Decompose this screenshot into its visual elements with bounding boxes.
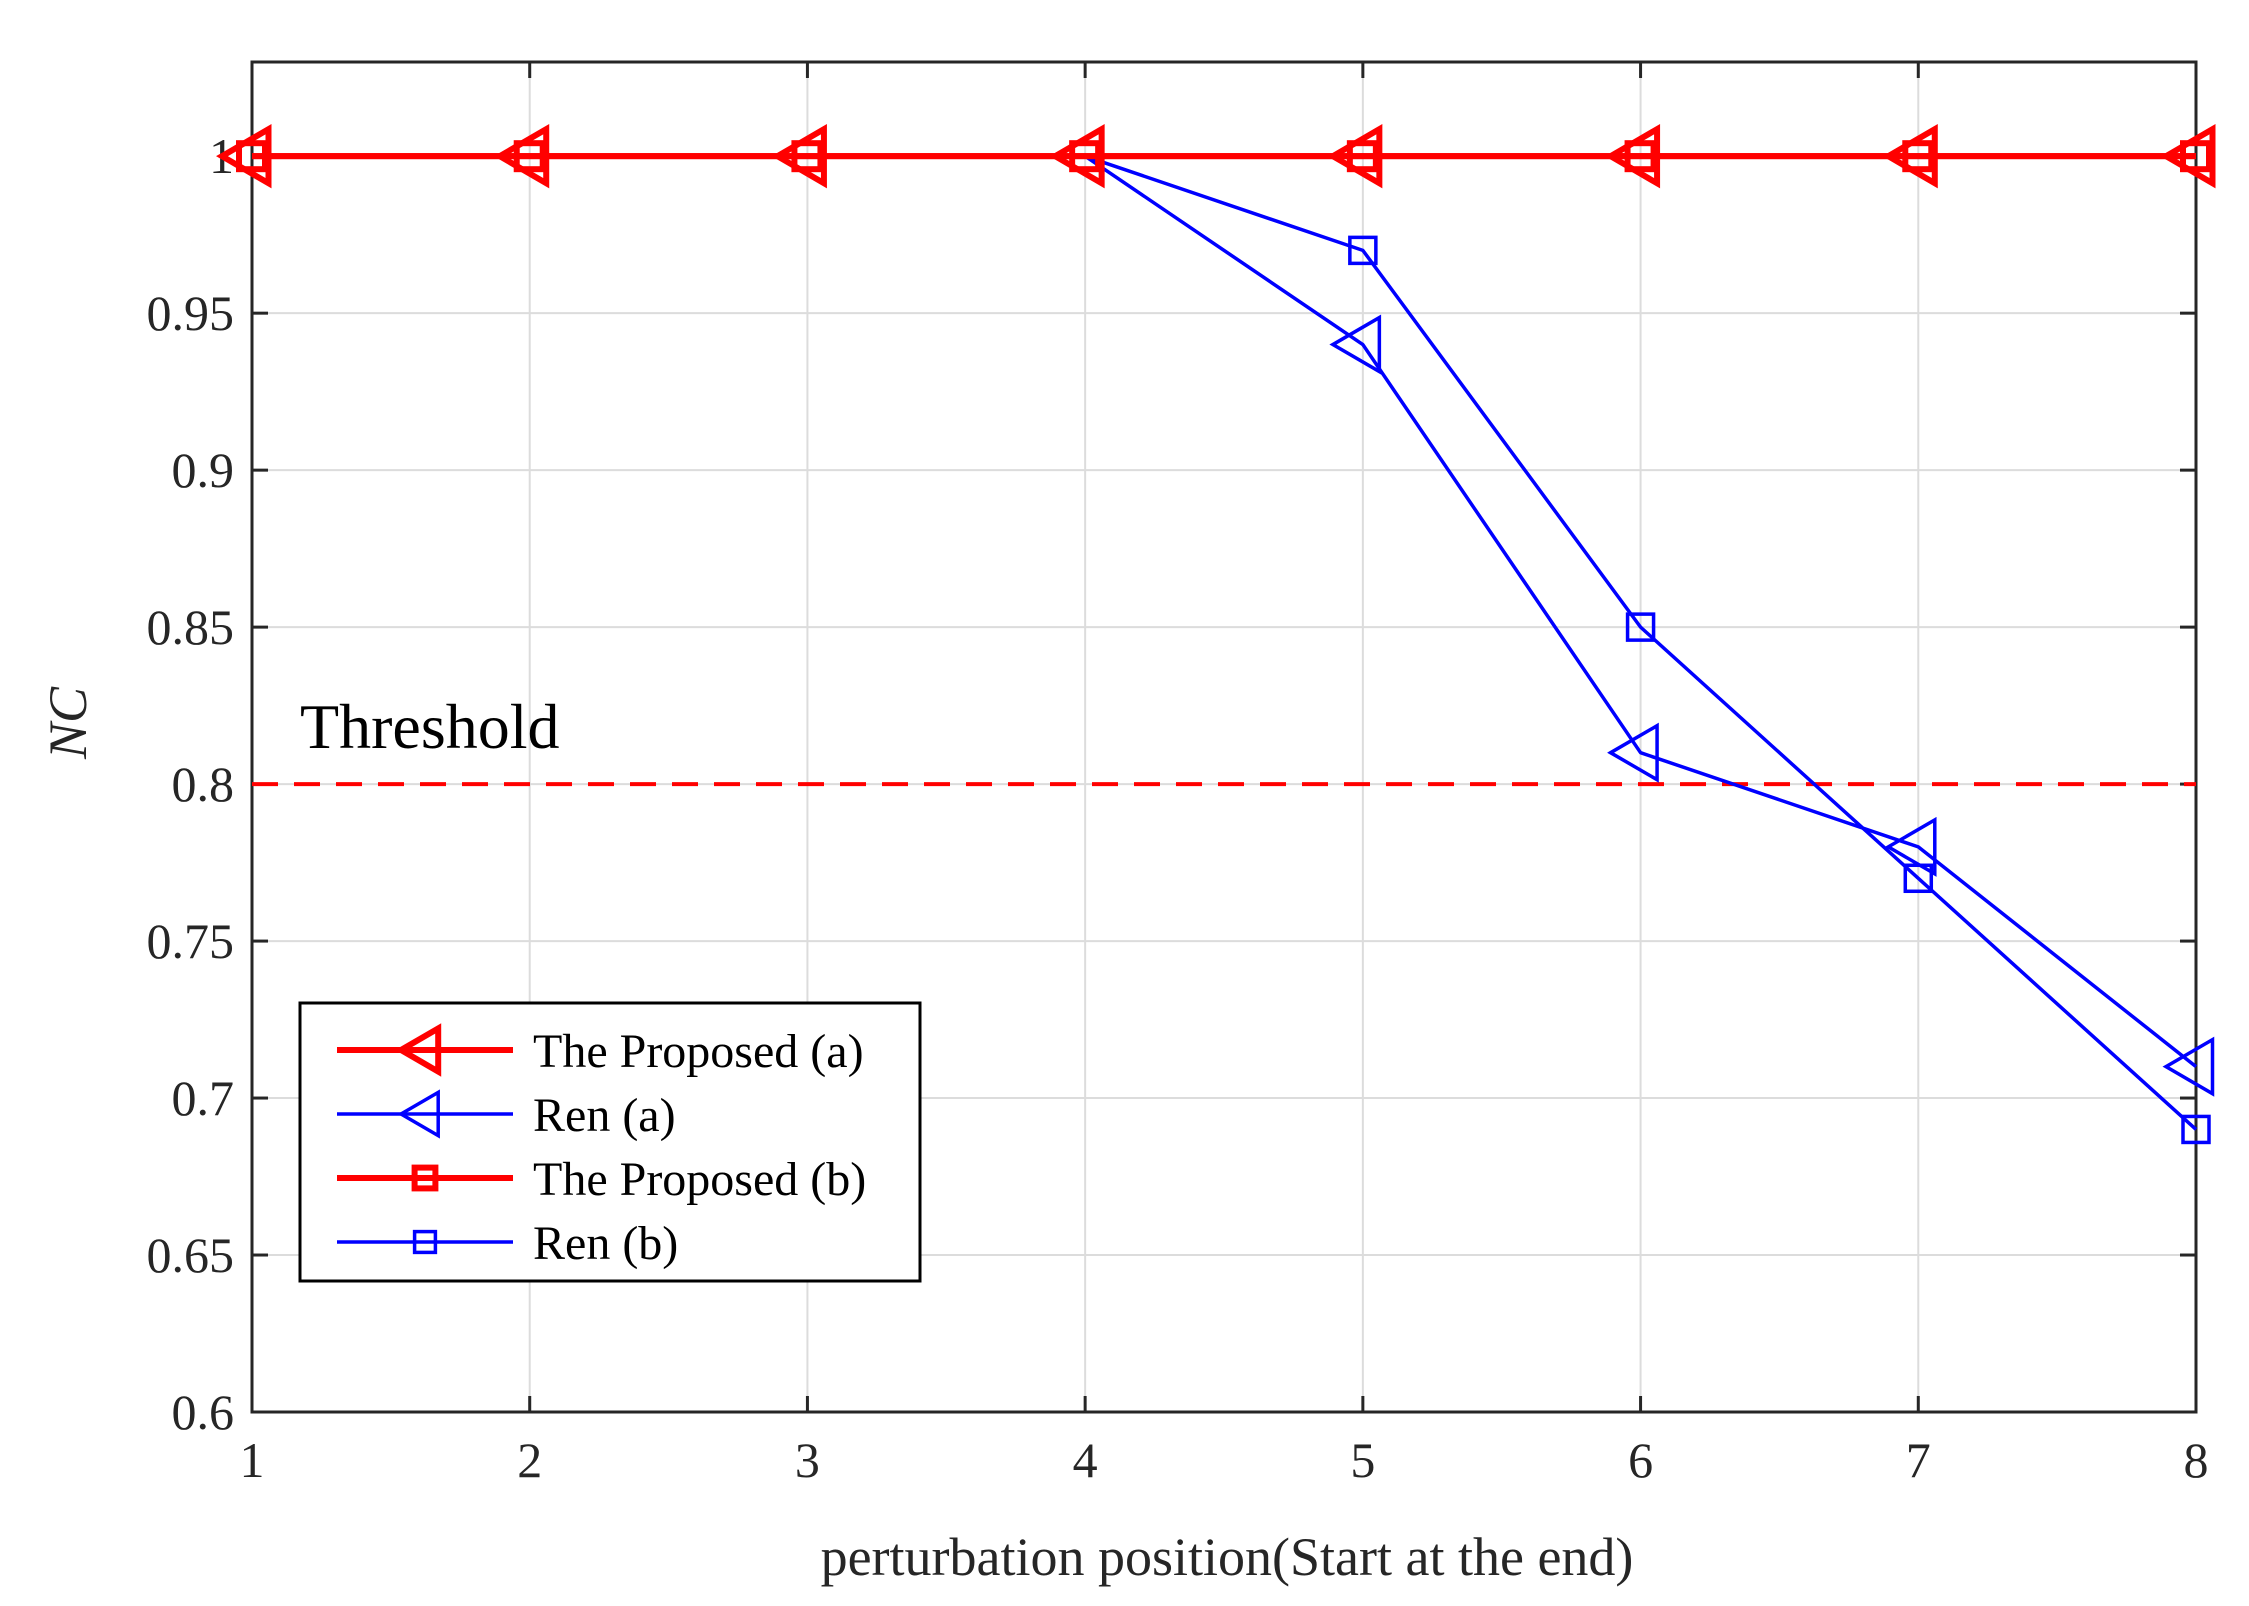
legend-label: Ren (a) — [533, 1089, 676, 1142]
legend-marker — [411, 1164, 439, 1192]
legend-item: The Proposed (b) — [337, 1153, 866, 1206]
x-tick-label: 3 — [795, 1432, 820, 1488]
data-point — [1903, 863, 1934, 894]
x-tick-label: 4 — [1073, 1432, 1098, 1488]
x-tick-label: 5 — [1350, 1432, 1375, 1488]
data-point — [236, 140, 268, 173]
data-point — [1607, 722, 1659, 783]
legend-item: Ren (b) — [337, 1217, 678, 1270]
y-tick-label: 0.85 — [147, 599, 235, 655]
data-point — [1884, 816, 1937, 877]
data-point — [2181, 1114, 2211, 1145]
data-point — [1902, 140, 1935, 173]
y-tick-label: 0.65 — [147, 1227, 235, 1283]
x-axis-title: perturbation position(Start at the end) — [821, 1527, 1634, 1587]
series-the-proposed-b — [236, 140, 2212, 173]
x-tick-label: 6 — [1628, 1432, 1653, 1488]
legend-item: The Proposed (a) — [337, 1023, 864, 1078]
data-point — [2162, 1036, 2215, 1097]
legend-label: Ren (b) — [533, 1217, 678, 1270]
y-tick-label: 0.95 — [147, 285, 235, 341]
plot-frame — [250, 60, 2198, 1414]
x-tick-label: 7 — [1906, 1432, 1931, 1488]
legend-label: The Proposed (a) — [533, 1025, 864, 1078]
ticks: 1 2 3 4 5 6 7 80.60.650.70.750.80.850.90.951 — [147, 62, 2209, 1488]
series-layer — [216, 123, 2216, 1145]
data-point — [1348, 235, 1378, 266]
y-tick-label: 0.8 — [172, 756, 235, 812]
data-point — [1346, 140, 1379, 173]
legend-label: The Proposed (b) — [533, 1153, 866, 1206]
legend: The Proposed (a) Ren (a) The Proposed (b) R… — [298, 1001, 922, 1283]
y-tick-label: 0.6 — [172, 1384, 235, 1440]
x-tick-label: 8 — [2184, 1432, 2209, 1488]
data-point — [1069, 140, 1102, 173]
data-point — [1329, 314, 1382, 375]
data-point — [2180, 140, 2212, 173]
legend-marker — [412, 1229, 438, 1255]
y-tick-label: 0.9 — [172, 442, 235, 498]
threshold-label: Threshold — [300, 691, 560, 762]
data-point — [791, 140, 824, 173]
x-tick-label: 2 — [517, 1432, 542, 1488]
legend-marker — [397, 1089, 440, 1139]
data-point — [513, 140, 546, 173]
data-point — [1624, 140, 1657, 173]
data-point — [1625, 612, 1656, 642]
x-tick-label: 1 — [240, 1432, 265, 1488]
y-axis-title: NC — [38, 686, 98, 760]
legend-marker — [395, 1023, 442, 1077]
y-tick-label: 0.75 — [147, 913, 235, 969]
y-tick-label: 0.7 — [172, 1070, 235, 1126]
legend-item: Ren (a) — [337, 1089, 676, 1142]
